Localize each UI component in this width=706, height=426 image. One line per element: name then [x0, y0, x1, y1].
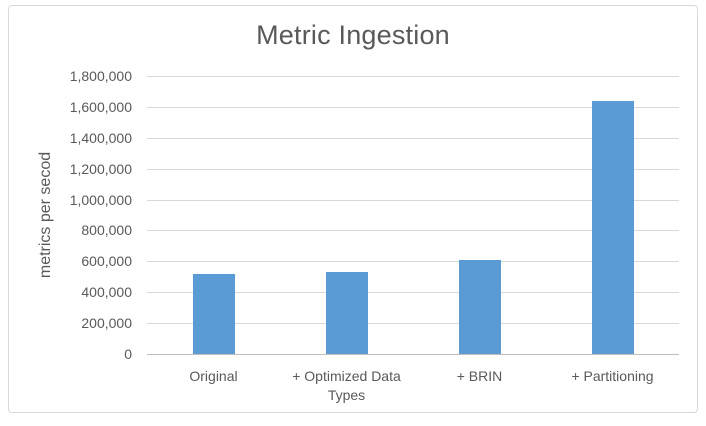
- y-tick-label: 1,400,000: [69, 129, 132, 146]
- y-tick-label: 1,200,000: [69, 160, 132, 177]
- bar: [591, 100, 634, 354]
- gridline: [147, 106, 679, 108]
- gridline: [147, 199, 679, 201]
- chart-title: Metric Ingestion: [256, 20, 450, 50]
- x-category-label: + Partitioning: [571, 368, 654, 384]
- plot-area: [147, 76, 679, 355]
- gridline: [147, 323, 679, 325]
- y-tick-label: 600,000: [81, 253, 132, 270]
- bar: [192, 273, 235, 354]
- bar: [458, 259, 501, 354]
- x-category-label: Original: [189, 368, 238, 384]
- y-tick-label: 1,800,000: [69, 68, 132, 84]
- gridline: [147, 292, 679, 294]
- gridline: [147, 168, 679, 170]
- y-tick-label: 200,000: [81, 315, 132, 332]
- x-category-label: + BRIN: [456, 368, 503, 384]
- y-tick-label: 1,000,000: [69, 191, 132, 208]
- gridline: [147, 76, 679, 77]
- y-tick-label: 400,000: [81, 284, 132, 301]
- y-tick-label: 1,600,000: [69, 98, 132, 115]
- y-tick-label: 0: [124, 346, 132, 362]
- gridline: [147, 261, 679, 263]
- x-category-label: + Optimized Data Types: [292, 368, 401, 403]
- y-tick-label: 800,000: [81, 222, 132, 239]
- x-axis-line: [147, 354, 679, 355]
- gridline: [147, 230, 679, 232]
- bar: [325, 272, 368, 354]
- chart-frame: Metric Ingestion metrics per secod 0 200,…: [8, 5, 698, 413]
- gridline: [147, 137, 679, 139]
